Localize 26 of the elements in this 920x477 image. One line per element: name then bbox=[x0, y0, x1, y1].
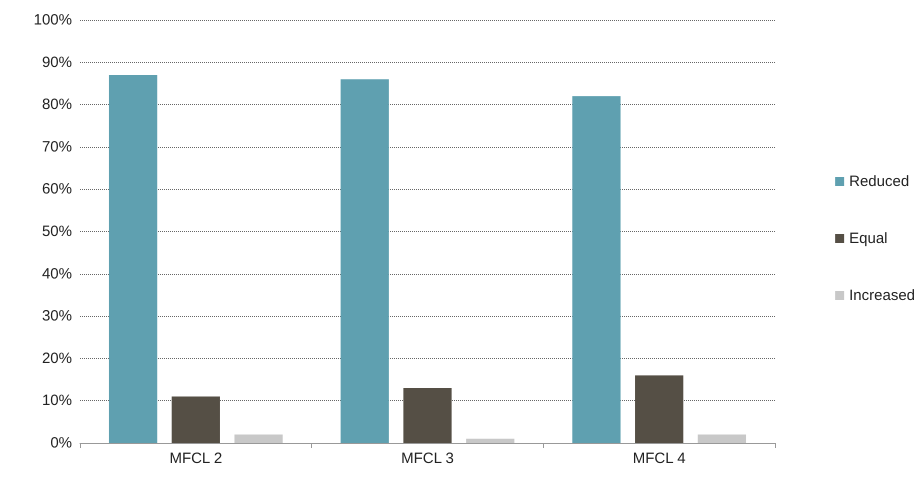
legend-label: Reduced bbox=[849, 173, 910, 190]
x-tick-label: MFCL 2 bbox=[169, 450, 222, 467]
y-tick-label: 80% bbox=[42, 96, 72, 114]
legend-label: Increased bbox=[849, 287, 915, 304]
x-tick-label: MFCL 3 bbox=[401, 450, 454, 467]
y-tick-label: 90% bbox=[42, 54, 72, 71]
y-tick-label: 70% bbox=[42, 138, 72, 156]
bar bbox=[698, 434, 746, 443]
bar bbox=[635, 375, 684, 443]
y-tick-label: 100% bbox=[34, 12, 72, 28]
y-tick-label: 30% bbox=[42, 308, 72, 325]
y-tick-label: 20% bbox=[42, 350, 72, 367]
y-tick-label: 10% bbox=[42, 392, 72, 410]
y-tick-label: 60% bbox=[42, 180, 72, 198]
bar bbox=[572, 96, 621, 443]
bar bbox=[466, 438, 514, 443]
bar bbox=[234, 434, 283, 443]
bar bbox=[340, 79, 389, 443]
bar bbox=[108, 74, 158, 443]
bar bbox=[403, 388, 452, 443]
x-tick-label: MFCL 4 bbox=[632, 450, 686, 467]
y-tick-label: 0% bbox=[50, 434, 72, 452]
legend-label: Equal bbox=[849, 230, 888, 247]
bar bbox=[172, 396, 220, 443]
y-tick-label: 50% bbox=[42, 223, 72, 240]
y-tick-label: 40% bbox=[42, 265, 72, 282]
